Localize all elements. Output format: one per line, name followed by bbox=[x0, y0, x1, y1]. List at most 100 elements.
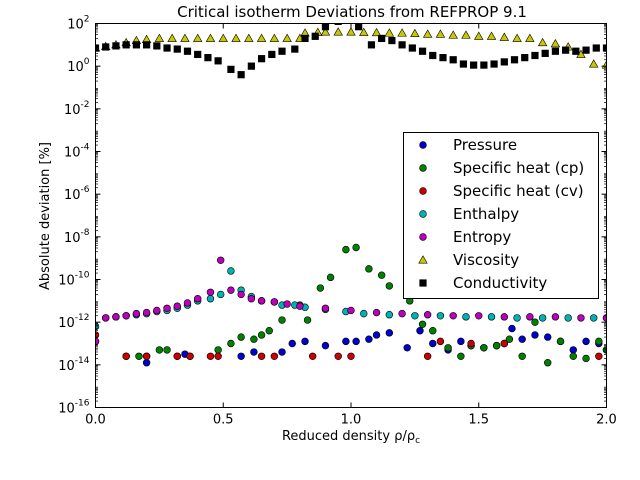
data-markers bbox=[95, 23, 607, 367]
chart-title: Critical isotherm Deviations from REFPRO… bbox=[177, 3, 527, 21]
marker-entropy bbox=[283, 300, 291, 308]
marker-entropy bbox=[423, 311, 432, 319]
y-tick-label: 10-8 bbox=[64, 228, 90, 246]
marker-entropy bbox=[500, 313, 508, 321]
y-tick-label: 10-16 bbox=[58, 399, 90, 417]
y-tick-labels: 102 100 10-2 10-4 10-6 10-8 10-10 10-12 10-14 10-… bbox=[58, 15, 90, 417]
marker-enthalpy bbox=[216, 290, 225, 299]
marker-conductivity bbox=[398, 41, 406, 49]
marker-specific-heat-cp bbox=[316, 284, 325, 292]
marker-enthalpy bbox=[487, 313, 496, 321]
marker-entropy bbox=[163, 304, 171, 312]
marker-conductivity bbox=[592, 44, 600, 52]
marker-specific-heat-cv bbox=[347, 352, 355, 360]
marker-conductivity bbox=[194, 50, 202, 59]
x-tick-label: 1.0 bbox=[341, 413, 362, 428]
marker-enthalpy bbox=[462, 313, 470, 321]
marker-pressure bbox=[582, 337, 590, 346]
marker-conductivity bbox=[500, 58, 508, 66]
legend-marker-enthalpy bbox=[419, 210, 427, 218]
marker-specific-heat-cp bbox=[556, 337, 565, 346]
axis-ticks bbox=[95, 23, 607, 408]
marker-viscosity bbox=[474, 31, 484, 40]
marker-pressure bbox=[365, 335, 373, 343]
marker-conductivity bbox=[102, 43, 110, 51]
marker-specific-heat-cp bbox=[492, 341, 501, 350]
marker-conductivity bbox=[490, 60, 498, 68]
x-tick-labels: 0.0 0.5 1.0 1.5 2.0 bbox=[85, 413, 617, 428]
marker-viscosity bbox=[180, 33, 190, 42]
marker-specific-heat-cp bbox=[227, 339, 235, 348]
marker-pressure bbox=[544, 333, 552, 341]
marker-viscosity bbox=[410, 28, 420, 37]
marker-conductivity bbox=[143, 41, 151, 49]
marker-conductivity bbox=[531, 51, 539, 60]
marker-entropy bbox=[194, 295, 202, 303]
y-tick-label: 10-2 bbox=[64, 100, 90, 118]
marker-specific-heat-cv bbox=[334, 352, 342, 360]
marker-viscosity bbox=[525, 33, 535, 42]
marker-entropy bbox=[237, 290, 245, 299]
marker-conductivity bbox=[408, 44, 416, 52]
marker-entropy bbox=[102, 314, 110, 322]
marker-specific-heat-cp bbox=[257, 331, 266, 339]
marker-conductivity bbox=[541, 49, 549, 57]
marker-viscosity bbox=[192, 33, 203, 42]
marker-conductivity bbox=[112, 42, 120, 50]
marker-viscosity bbox=[205, 33, 216, 42]
marker-specific-heat-cv bbox=[186, 352, 194, 360]
marker-viscosity bbox=[167, 33, 177, 42]
marker-specific-heat-cp bbox=[505, 335, 514, 343]
marker-conductivity bbox=[418, 47, 427, 55]
marker-specific-heat-cp bbox=[352, 243, 360, 252]
marker-specific-heat-cp bbox=[457, 352, 465, 360]
marker-pressure bbox=[142, 359, 151, 367]
marker-viscosity bbox=[346, 27, 356, 36]
x-tick-label: 2.0 bbox=[596, 413, 617, 428]
marker-conductivity bbox=[237, 71, 245, 79]
marker-viscosity bbox=[359, 27, 369, 36]
y-tick-label: 10-6 bbox=[64, 185, 90, 203]
marker-pressure bbox=[301, 337, 309, 346]
marker-pressure bbox=[416, 327, 424, 335]
marker-conductivity bbox=[470, 61, 478, 69]
legend: Pressure Specific heat (cp) Specific heat … bbox=[403, 132, 599, 299]
marker-specific-heat-cp bbox=[444, 344, 452, 352]
marker-enthalpy bbox=[411, 312, 419, 320]
marker-entropy bbox=[347, 306, 355, 315]
y-tick-label: 10-14 bbox=[58, 356, 90, 374]
marker-specific-heat-cp bbox=[155, 346, 164, 354]
marker-pressure bbox=[403, 344, 411, 352]
marker-pressure bbox=[385, 329, 394, 337]
marker-entropy bbox=[449, 312, 457, 320]
marker-conductivity bbox=[163, 44, 171, 52]
marker-specific-heat-cv bbox=[142, 352, 151, 360]
marker-specific-heat-cp bbox=[429, 327, 437, 335]
marker-specific-heat-cv bbox=[423, 352, 432, 360]
marker-specific-heat-cp bbox=[365, 265, 373, 273]
marker-specific-heat-cv bbox=[436, 337, 445, 346]
marker-specific-heat-cp bbox=[385, 282, 394, 290]
marker-specific-heat-cv bbox=[214, 352, 222, 360]
marker-entropy bbox=[296, 302, 304, 310]
marker-conductivity bbox=[257, 55, 266, 63]
marker-entropy bbox=[183, 299, 192, 307]
marker-enthalpy bbox=[590, 314, 598, 322]
marker-specific-heat-cp bbox=[480, 344, 488, 352]
y-tick-label: 102 bbox=[67, 15, 89, 33]
marker-specific-heat-cp bbox=[342, 245, 350, 254]
marker-conductivity bbox=[449, 56, 457, 64]
legend-label-viscosity: Viscosity bbox=[453, 251, 519, 269]
y-tick-label: 100 bbox=[67, 57, 90, 75]
marker-entropy bbox=[153, 306, 161, 315]
marker-viscosity bbox=[256, 33, 267, 42]
marker-viscosity bbox=[397, 28, 407, 37]
marker-specific-heat-cp bbox=[595, 337, 603, 346]
marker-pressure bbox=[457, 337, 465, 346]
marker-entropy bbox=[112, 313, 120, 321]
marker-pressure bbox=[429, 339, 437, 348]
marker-enthalpy bbox=[385, 311, 394, 319]
marker-viscosity bbox=[384, 28, 395, 37]
marker-conductivity bbox=[204, 54, 212, 62]
